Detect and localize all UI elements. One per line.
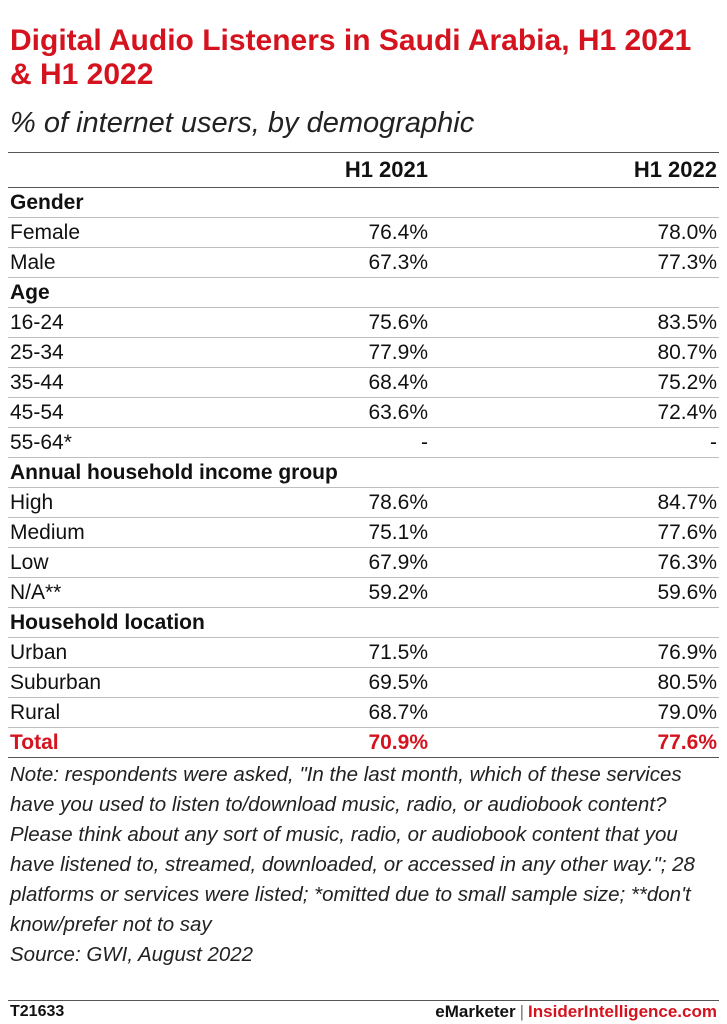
section-label: Annual household income group bbox=[10, 461, 338, 484]
note-text: Note: respondents were asked, "In the la… bbox=[10, 763, 695, 936]
table-row: Medium 75.1% 77.6% bbox=[8, 518, 719, 548]
footer-rule bbox=[8, 1000, 719, 1001]
table-section-row: Household location bbox=[8, 608, 719, 638]
cell-h1-2022: 84.7% bbox=[657, 491, 717, 514]
cell-h1-2022: 78.0% bbox=[657, 221, 717, 244]
table-top-rule bbox=[8, 152, 719, 153]
cell-h1-2021: 59.2% bbox=[368, 581, 428, 604]
cell-h1-2021: 75.1% bbox=[368, 521, 428, 544]
chart-id: T21633 bbox=[10, 1003, 65, 1020]
cell-h1-2021: 69.5% bbox=[368, 671, 428, 694]
row-label: High bbox=[10, 491, 54, 514]
table-header: H1 2021 H1 2022 bbox=[8, 153, 719, 187]
table-row: Rural 68.7% 79.0% bbox=[8, 698, 719, 728]
table-body: Gender Female 76.4% 78.0% Male 67.3% 77.3% Age 1… bbox=[8, 188, 719, 758]
cell-h1-2021: 70.9% bbox=[368, 731, 428, 754]
chart-subtitle: % of internet users, by demographic bbox=[10, 107, 475, 139]
row-label: 35-44 bbox=[10, 371, 64, 394]
table-total-row: Total 70.9% 77.6% bbox=[8, 728, 719, 758]
source-text: Source: GWI, August 2022 bbox=[10, 943, 254, 966]
cell-h1-2022: 72.4% bbox=[657, 401, 717, 424]
row-label: Medium bbox=[10, 521, 85, 544]
table-row: 25-34 77.9% 80.7% bbox=[8, 338, 719, 368]
column-header-h1-2021: H1 2021 bbox=[344, 157, 428, 182]
row-label: Female bbox=[10, 221, 81, 244]
cell-h1-2021: 71.5% bbox=[368, 641, 428, 664]
table-section-row: Age bbox=[8, 278, 719, 308]
cell-h1-2022: 59.6% bbox=[657, 581, 717, 604]
row-label: 25-34 bbox=[10, 341, 64, 364]
cell-h1-2021: 68.7% bbox=[368, 701, 428, 724]
table-row: N/A** 59.2% 59.6% bbox=[8, 578, 719, 608]
cell-h1-2021: 63.6% bbox=[368, 401, 428, 424]
row-label: Total bbox=[10, 731, 59, 754]
row-label: Urban bbox=[10, 641, 68, 664]
cell-h1-2021: 76.4% bbox=[368, 221, 428, 244]
brand-separator: | bbox=[519, 1002, 525, 1021]
table-row: Suburban 69.5% 80.5% bbox=[8, 668, 719, 698]
section-label: Gender bbox=[10, 191, 84, 214]
row-label: Low bbox=[10, 551, 49, 574]
cell-h1-2022: 75.2% bbox=[657, 371, 717, 394]
brand-footer: eMarketer | InsiderIntelligence.com bbox=[435, 1002, 717, 1022]
table-section-row: Gender bbox=[8, 188, 719, 218]
cell-h1-2022: 79.0% bbox=[657, 701, 717, 724]
row-label: 55-64* bbox=[10, 431, 72, 454]
cell-h1-2022: 80.7% bbox=[657, 341, 717, 364]
cell-h1-2022: - bbox=[710, 431, 717, 454]
row-label: 45-54 bbox=[10, 401, 64, 424]
cell-h1-2021: 67.3% bbox=[368, 251, 428, 274]
cell-h1-2022: 77.6% bbox=[657, 521, 717, 544]
cell-h1-2022: 76.9% bbox=[657, 641, 717, 664]
section-label: Household location bbox=[10, 611, 205, 634]
cell-h1-2021: 78.6% bbox=[368, 491, 428, 514]
cell-h1-2021: 67.9% bbox=[368, 551, 428, 574]
row-label: 16-24 bbox=[10, 311, 64, 334]
cell-h1-2021: - bbox=[421, 431, 428, 454]
row-label: Rural bbox=[10, 701, 61, 724]
cell-h1-2021: 68.4% bbox=[368, 371, 428, 394]
table-header-rule bbox=[8, 187, 719, 188]
table-row: 45-54 63.6% 72.4% bbox=[8, 398, 719, 428]
column-header-h1-2022: H1 2022 bbox=[633, 157, 717, 182]
chart-title: Digital Audio Listeners in Saudi Arabia,… bbox=[10, 24, 692, 91]
row-label: Male bbox=[10, 251, 56, 274]
cell-h1-2021: 77.9% bbox=[368, 341, 428, 364]
table-row: 55-64* - - bbox=[8, 428, 719, 458]
table-row: High 78.6% 84.7% bbox=[8, 488, 719, 518]
row-label: Suburban bbox=[10, 671, 102, 694]
section-label: Age bbox=[10, 281, 50, 304]
cell-h1-2022: 77.6% bbox=[657, 731, 717, 754]
cell-h1-2022: 76.3% bbox=[657, 551, 717, 574]
table-row: Low 67.9% 76.3% bbox=[8, 548, 719, 578]
emarketer-logo: eMarketer bbox=[435, 1002, 516, 1021]
table-row: Male 67.3% 77.3% bbox=[8, 248, 719, 278]
table-row: 35-44 68.4% 75.2% bbox=[8, 368, 719, 398]
table-row: Urban 71.5% 76.9% bbox=[8, 638, 719, 668]
table-row: 16-24 75.6% 83.5% bbox=[8, 308, 719, 338]
table-section-row: Annual household income group bbox=[8, 458, 719, 488]
cell-h1-2022: 83.5% bbox=[657, 311, 717, 334]
table-row: Female 76.4% 78.0% bbox=[8, 218, 719, 248]
row-label: N/A** bbox=[10, 581, 62, 604]
cell-h1-2022: 77.3% bbox=[657, 251, 717, 274]
chart-note: Note: respondents were asked, "In the la… bbox=[10, 760, 722, 970]
cell-h1-2021: 75.6% bbox=[368, 311, 428, 334]
cell-h1-2022: 80.5% bbox=[657, 671, 717, 694]
insider-intelligence-link[interactable]: InsiderIntelligence.com bbox=[528, 1002, 717, 1021]
